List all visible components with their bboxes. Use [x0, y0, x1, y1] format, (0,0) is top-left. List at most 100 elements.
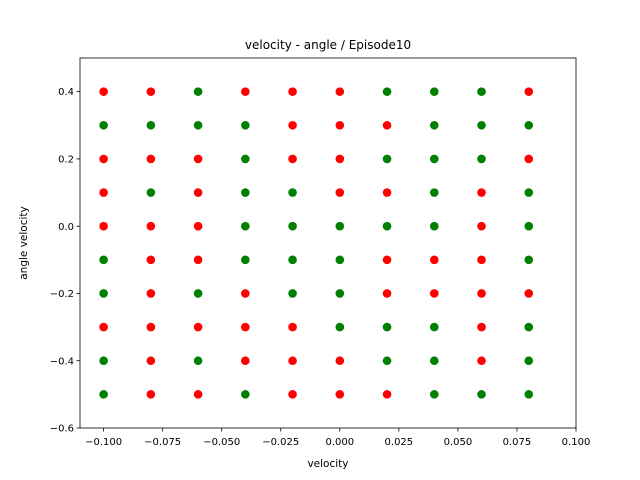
data-point — [146, 87, 156, 96]
data-point — [524, 356, 534, 366]
data-point — [429, 154, 439, 164]
data-point — [477, 120, 486, 130]
data-point — [335, 188, 345, 197]
x-axis: −0.100 −0.075 −0.050 −0.025 0.000 0.025 0.050 0… — [85, 428, 590, 448]
data-point — [99, 221, 108, 231]
data-point — [524, 120, 534, 130]
data-point — [382, 154, 392, 164]
data-point — [146, 188, 156, 197]
data-point — [146, 390, 156, 399]
data-point — [429, 322, 439, 332]
data-point — [429, 221, 439, 231]
data-point — [382, 390, 392, 399]
data-point — [146, 120, 156, 130]
data-point — [241, 322, 250, 332]
data-point — [335, 390, 345, 399]
data-point — [146, 322, 156, 332]
data-point — [429, 390, 439, 399]
x-tick-label: 0.025 — [385, 437, 414, 448]
data-point — [524, 188, 534, 197]
data-point — [193, 87, 203, 96]
data-point — [99, 289, 108, 298]
data-point — [193, 120, 203, 130]
data-point — [99, 154, 108, 164]
data-point — [193, 188, 203, 197]
data-point — [382, 322, 392, 332]
data-point — [241, 221, 250, 231]
data-point — [241, 390, 250, 399]
data-point — [477, 221, 486, 231]
data-point — [335, 120, 345, 130]
data-point — [99, 356, 108, 366]
data-point — [335, 356, 345, 366]
data-point — [429, 255, 439, 265]
data-point — [241, 356, 250, 366]
data-point — [335, 289, 345, 298]
data-point — [288, 188, 297, 197]
data-point — [382, 255, 392, 265]
data-point — [288, 154, 297, 164]
data-point — [193, 356, 203, 366]
data-point — [241, 87, 250, 96]
data-point — [146, 289, 156, 298]
data-point — [99, 188, 108, 197]
data-point — [288, 255, 297, 265]
data-point — [524, 289, 534, 298]
data-point — [477, 322, 486, 332]
y-axis: −0.6 −0.4 −0.2 0.0 0.2 0.4 — [50, 87, 80, 435]
x-tick-label: −0.025 — [262, 437, 299, 448]
data-point — [429, 87, 439, 96]
data-point — [382, 188, 392, 197]
data-point — [99, 120, 108, 130]
data-point — [429, 120, 439, 130]
x-tick-label: −0.050 — [203, 437, 240, 448]
data-point — [99, 322, 108, 332]
y-tick-label: 0.2 — [58, 155, 74, 166]
data-point — [99, 255, 108, 265]
data-point — [382, 87, 392, 96]
data-point — [335, 255, 345, 265]
data-point — [241, 255, 250, 265]
x-axis-label: velocity — [307, 458, 348, 470]
data-point — [288, 87, 297, 96]
data-point — [382, 289, 392, 298]
data-point — [382, 120, 392, 130]
data-point — [429, 356, 439, 366]
data-point — [99, 87, 108, 96]
data-point — [335, 322, 345, 332]
data-point — [524, 390, 534, 399]
y-tick-label: −0.4 — [50, 356, 74, 367]
data-point — [241, 289, 250, 298]
data-point — [288, 356, 297, 366]
x-tick-label: 0.100 — [562, 437, 591, 448]
data-point — [335, 154, 345, 164]
data-point — [477, 390, 486, 399]
data-point — [241, 188, 250, 197]
data-point — [382, 356, 392, 366]
data-point — [524, 154, 534, 164]
data-point — [146, 221, 156, 231]
x-tick-label: −0.100 — [85, 437, 122, 448]
data-point — [477, 87, 486, 96]
x-tick-label: 0.000 — [325, 437, 354, 448]
data-point — [477, 154, 486, 164]
data-point — [524, 221, 534, 231]
data-point — [146, 154, 156, 164]
data-point — [241, 120, 250, 130]
plot-frame — [79, 57, 577, 429]
data-point — [99, 390, 108, 399]
data-points — [99, 87, 534, 399]
data-point — [193, 154, 203, 164]
y-tick-label: −0.2 — [50, 289, 74, 300]
data-point — [288, 221, 297, 231]
data-point — [288, 390, 297, 399]
data-point — [524, 322, 534, 332]
chart-title: velocity - angle / Episode10 — [245, 38, 411, 52]
data-point — [477, 255, 486, 265]
data-point — [335, 221, 345, 231]
data-point — [193, 221, 203, 231]
data-point — [288, 289, 297, 298]
y-tick-label: 0.4 — [58, 87, 74, 98]
